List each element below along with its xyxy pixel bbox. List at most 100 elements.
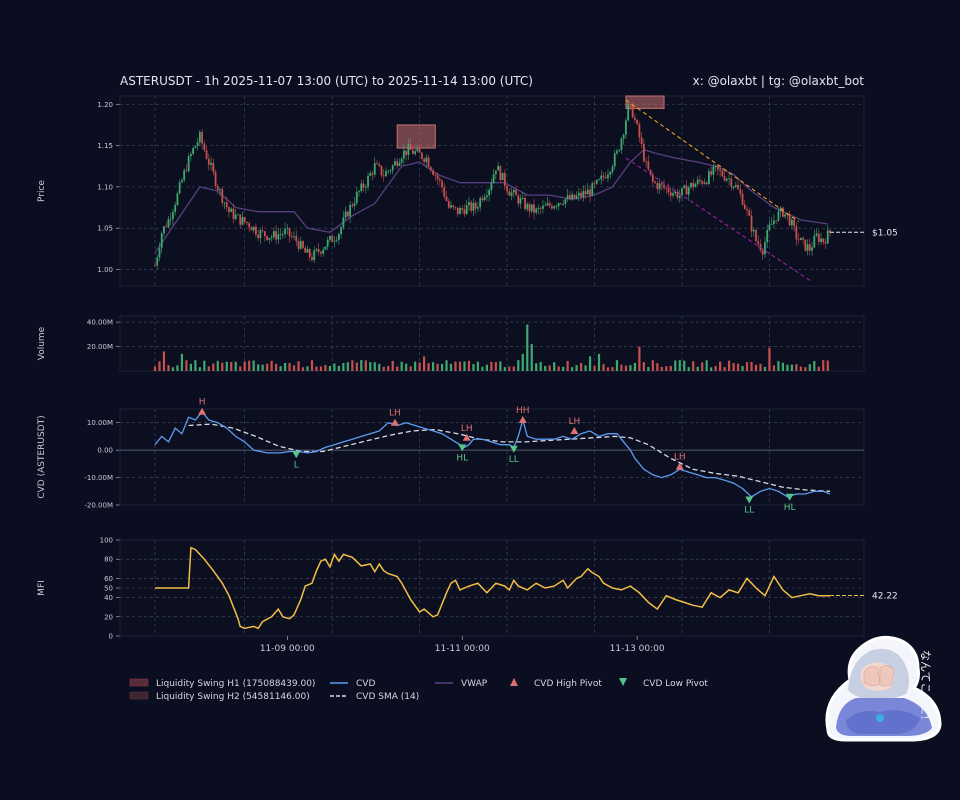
candle-body — [813, 235, 816, 248]
candle-body — [618, 149, 621, 151]
candle-body — [376, 163, 378, 165]
volume-bar — [539, 361, 542, 371]
candle-body — [575, 195, 578, 199]
candle-body — [367, 175, 369, 188]
volume-ytick-label: 40.00M — [87, 319, 113, 327]
candle-body — [595, 179, 598, 184]
volume-bar — [319, 366, 323, 371]
candle-body — [730, 178, 733, 188]
volume-bar — [566, 360, 569, 371]
candle-body — [423, 158, 426, 163]
candle-body — [407, 143, 410, 155]
cvd-low-pivot-marker — [785, 493, 794, 501]
candle-body — [189, 154, 192, 157]
volume-bar — [736, 363, 740, 371]
candle-body — [239, 214, 242, 225]
candle-body — [582, 191, 585, 197]
cvd-high-pivot-label: H — [199, 398, 206, 408]
candle-body — [479, 198, 482, 208]
volume-bar — [620, 364, 623, 371]
last-mfi-label: 42.22 — [872, 591, 898, 601]
volume-bar — [665, 366, 668, 371]
candle-body — [250, 227, 253, 231]
candle-body — [405, 150, 408, 155]
volume-bar — [602, 364, 605, 371]
volume-bar — [261, 364, 264, 371]
legend-swatch-low-pivot — [619, 678, 627, 686]
volume-bar — [503, 367, 506, 371]
candle-body — [777, 211, 780, 221]
volume-bar — [382, 366, 385, 371]
mfi-ytick-label: 20 — [104, 613, 113, 621]
candle-body — [203, 143, 206, 151]
candle-body — [183, 170, 186, 181]
candle-body — [255, 226, 257, 235]
candle-body — [172, 211, 174, 219]
volume-bar — [239, 366, 242, 371]
candle-body — [748, 210, 751, 216]
candle-body — [548, 203, 551, 206]
candle-body — [403, 150, 405, 159]
candle-body — [537, 208, 540, 210]
volume-bar — [705, 360, 708, 371]
candle-body — [642, 143, 645, 162]
mascot-hands — [863, 665, 895, 687]
candle-body — [185, 170, 188, 172]
candle-body — [775, 220, 778, 222]
volume-bar — [221, 362, 224, 371]
legend-label: CVD — [356, 679, 375, 689]
volume-bar — [266, 363, 269, 371]
volume-bar — [252, 360, 255, 371]
cvd-high-pivot-marker — [390, 418, 399, 426]
volume-bar — [288, 363, 291, 371]
candle-body — [533, 204, 535, 213]
candle-body — [802, 237, 804, 240]
candle-body — [270, 237, 273, 239]
candle-body — [539, 208, 542, 210]
candle-body — [456, 207, 459, 215]
candle-body — [782, 207, 784, 217]
candle-body — [627, 104, 630, 121]
candle-body — [721, 171, 724, 177]
cvd-low-pivot-marker — [292, 451, 301, 459]
candle-body — [302, 241, 304, 248]
candle-body — [313, 250, 316, 261]
candle-body — [353, 203, 356, 206]
volume-bar — [593, 365, 596, 371]
mascot-badge — [876, 714, 884, 722]
cvd-high-pivot-marker — [518, 415, 527, 423]
legend-label: Liquidity Swing H1 (175088439.00) — [156, 679, 315, 689]
volume-bar — [629, 365, 632, 371]
volume-bar — [198, 367, 201, 371]
candle-body — [604, 176, 607, 179]
volume-bar — [790, 364, 793, 371]
candle-body — [510, 192, 513, 196]
candle-body — [275, 231, 277, 240]
candle-body — [692, 182, 695, 188]
liquidity-zone-h2 — [625, 95, 665, 109]
mfi-frame — [119, 539, 865, 637]
candle-body — [322, 249, 325, 254]
candle-body — [829, 230, 831, 233]
volume-bar — [571, 367, 574, 371]
volume-bar — [176, 365, 179, 371]
candle-body — [470, 202, 473, 211]
candle-body — [284, 228, 286, 234]
volume-bar — [548, 365, 551, 371]
candle-body — [824, 242, 827, 244]
candle-body — [638, 124, 641, 138]
volume-bar — [759, 363, 762, 371]
volume-bar — [683, 360, 686, 371]
volume-bar — [472, 363, 475, 371]
volume-bar — [606, 367, 610, 371]
cvd-high-pivot-label: LH — [568, 417, 580, 427]
candle-body — [757, 241, 760, 245]
volume-bar — [494, 362, 497, 371]
volume-bar — [544, 365, 547, 371]
volume-bar — [387, 365, 390, 371]
candle-body — [793, 219, 796, 227]
candle-body — [427, 157, 430, 167]
candle-body — [607, 174, 609, 179]
candle-body — [214, 171, 217, 187]
candle-body — [584, 191, 587, 195]
